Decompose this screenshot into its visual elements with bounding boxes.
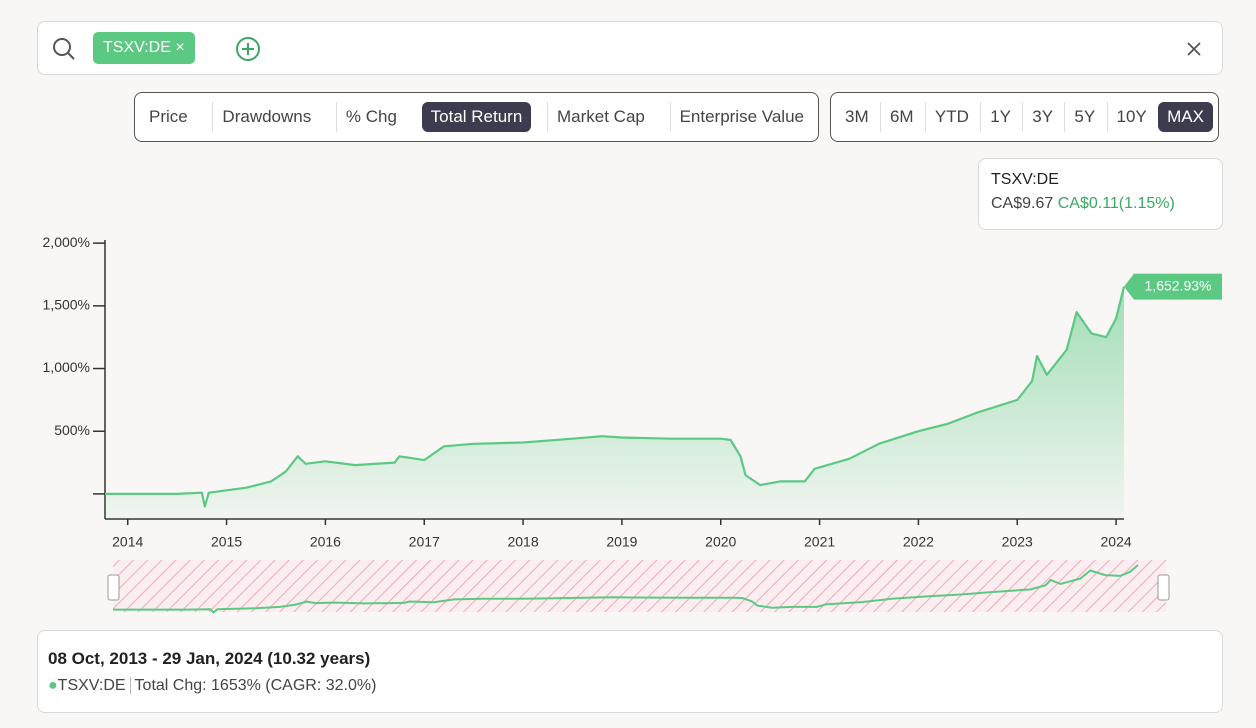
end-label-box	[1124, 273, 1222, 300]
tab[interactable]: 5Y	[1064, 102, 1104, 132]
tab[interactable]: Total Return	[421, 102, 532, 132]
tab[interactable]: 3Y	[1022, 102, 1062, 132]
tab[interactable]: 6M	[879, 102, 923, 132]
tab[interactable]: YTD	[924, 102, 978, 132]
legend-entry: TSXV:DE	[57, 677, 131, 694]
legend-dot: ●	[48, 677, 58, 694]
x-tick-label: 2014	[112, 534, 143, 550]
tab[interactable]: MAX	[1158, 102, 1213, 132]
x-tick-label: 2016	[310, 534, 341, 550]
tab[interactable]: % Chg	[335, 102, 406, 132]
metric-tabs: Price Drawdowns % Chg Total Return Market Ca…	[134, 92, 819, 142]
y-tick-label: 2,000%	[43, 234, 90, 250]
x-tick-label: 2024	[1101, 534, 1132, 550]
y-tick-label: 1,500%	[43, 297, 90, 313]
tab[interactable]: Market Cap	[547, 102, 654, 132]
tab[interactable]: 1Y	[980, 102, 1020, 132]
tab[interactable]: Enterprise Value	[669, 102, 813, 132]
x-tick-label: 2022	[903, 534, 934, 550]
navigator-line	[113, 564, 1139, 614]
tag-text: TSXV:DE	[103, 39, 171, 56]
navigator-handle[interactable]	[1157, 574, 1170, 601]
tooltip-change: CA$0.11(1.15%)	[1057, 195, 1175, 212]
search-icon	[53, 38, 75, 60]
line	[105, 286, 1126, 508]
x-tick-label: 2019	[606, 534, 637, 550]
tooltip-ticker: TSXV:DE	[991, 171, 1059, 188]
x-tick-label: 2020	[705, 534, 736, 550]
tab[interactable]: Drawdowns	[212, 102, 320, 132]
range-tabs: 3M 6M YTD 1Y 3Y 5Y 10Y MAX	[830, 92, 1219, 142]
end-label: 1,652.93%	[1145, 277, 1212, 293]
summary-change: Total Chg: 1653% (CAGR: 32.0%)	[134, 677, 377, 694]
navigator-handle[interactable]	[107, 574, 120, 601]
add-icon[interactable]	[235, 36, 261, 62]
navigator[interactable]	[113, 560, 1166, 612]
search-bar[interactable]: TSXV:DE ×	[37, 21, 1223, 75]
x-tick-label: 2021	[804, 534, 835, 550]
tooltip: TSXV:DE CA$9.67 CA$0.11(1.15%)	[978, 158, 1223, 230]
tab[interactable]: 10Y	[1106, 102, 1156, 132]
tooltip-price: CA$9.67	[991, 195, 1054, 212]
summary-period: 08 Oct, 2013 - 29 Jan, 2024 (10.32 years…	[48, 649, 371, 668]
clear-icon[interactable]	[1186, 41, 1202, 57]
ticker-tag[interactable]: TSXV:DE ×	[93, 32, 195, 64]
x-tick-label: 2018	[507, 534, 538, 550]
y-tick-label: 500%	[54, 422, 90, 438]
tab[interactable]: Price	[149, 107, 188, 126]
y-tick-label: 1,000%	[43, 359, 90, 375]
summary: 08 Oct, 2013 - 29 Jan, 2024 (10.32 years…	[37, 630, 1223, 713]
x-tick-label: 2015	[211, 534, 242, 550]
x-tick-label: 2017	[409, 534, 440, 550]
x-tick-label: 2023	[1002, 534, 1033, 550]
tab[interactable]: 3M	[845, 107, 869, 126]
area	[105, 286, 1124, 519]
